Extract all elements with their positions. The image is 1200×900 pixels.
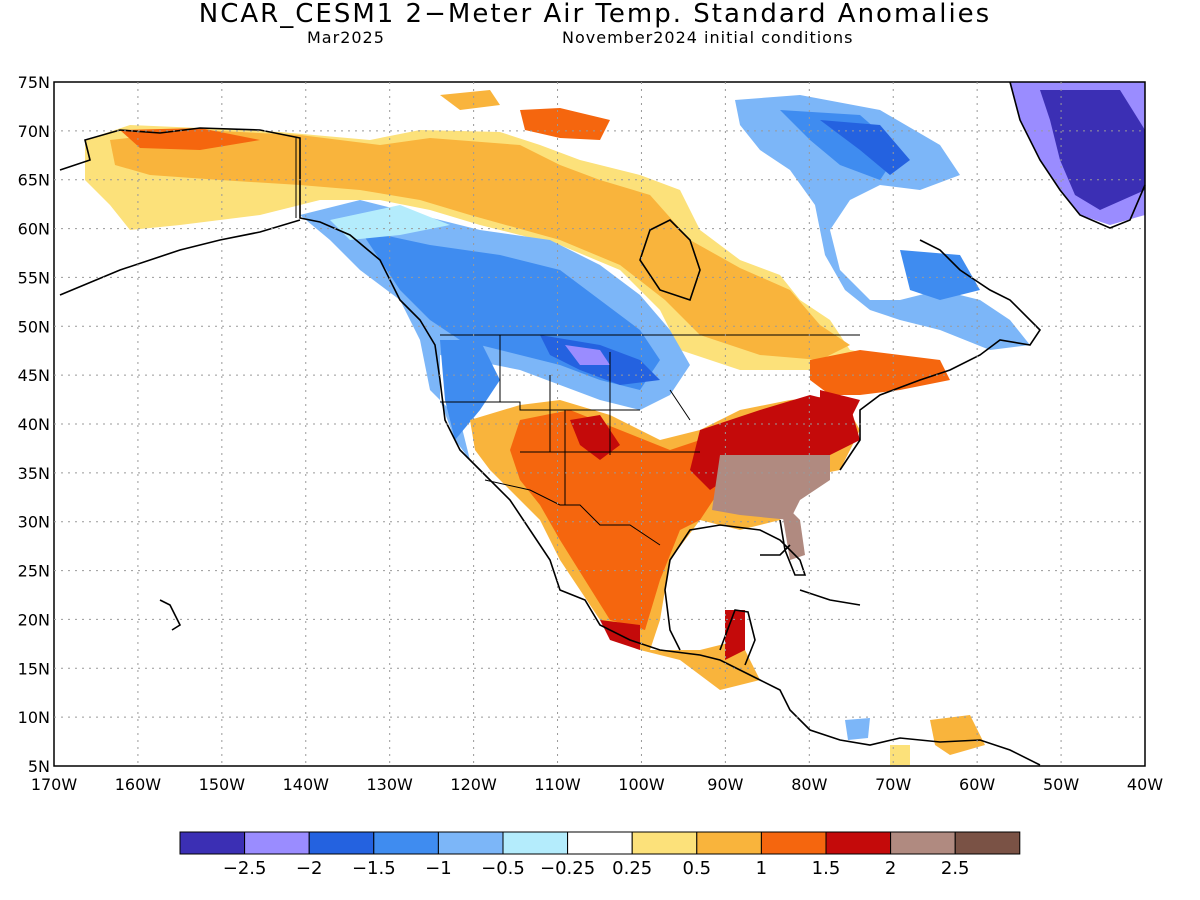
lat-label: 40N [18, 415, 50, 434]
legend-swatch [567, 831, 633, 855]
lat-label: 55N [18, 268, 50, 287]
lat-label: 50N [18, 317, 50, 336]
legend-swatch [760, 831, 827, 855]
lon-label: 100W [618, 775, 665, 794]
lon-label: 110W [534, 775, 581, 794]
map-title: NCAR_CESM1 2−Meter Air Temp. Standard An… [198, 0, 992, 29]
legend-swatch [373, 831, 439, 855]
lon-label: 60W [959, 775, 995, 794]
graticule [54, 82, 1145, 766]
lat-label: 60N [18, 220, 50, 239]
legend-label: −2 [296, 858, 323, 879]
legend-label: 2.5 [941, 858, 970, 879]
legend-label: −1 [425, 858, 452, 879]
lon-label: 80W [791, 775, 827, 794]
legend-label: −0.5 [481, 858, 525, 879]
lon-label: 40W [1127, 775, 1163, 794]
lat-label: 35N [18, 464, 50, 483]
lat-label: 5N [28, 757, 50, 776]
legend-label: −0.25 [540, 858, 595, 879]
legend-label: 0.5 [682, 858, 711, 879]
lon-label: 120W [450, 775, 497, 794]
lon-label: 70W [875, 775, 911, 794]
lat-label: 10N [18, 708, 50, 727]
legend-label: 2 [885, 858, 896, 879]
lat-label: 20N [18, 610, 50, 629]
legend-swatch [825, 831, 892, 855]
lat-label: 25N [18, 562, 50, 581]
legend-swatch [437, 831, 504, 855]
lon-label: 140W [283, 775, 330, 794]
lon-label: 90W [707, 775, 743, 794]
lon-label: 130W [367, 775, 414, 794]
lat-label: 65N [18, 171, 50, 190]
legend-swatch [502, 831, 569, 855]
longitude-labels: 170W 160W 150W 140W 130W 120W 110W 100W 90W 80W 70… [31, 775, 1163, 794]
lat-label: 75N [18, 73, 50, 92]
lon-label: 170W [31, 775, 78, 794]
legend-label: −2.5 [223, 858, 267, 879]
lon-label: 160W [115, 775, 162, 794]
lon-label: 150W [199, 775, 246, 794]
legend-label: 0.25 [612, 858, 652, 879]
political-boundaries [295, 138, 860, 546]
anomaly-shading [85, 82, 1145, 765]
legend-swatch [179, 831, 246, 855]
legend-label: −1.5 [352, 858, 396, 879]
legend-label: 1 [756, 858, 767, 879]
valid-month-label: Mar2025 [307, 28, 385, 47]
lat-label: 70N [18, 122, 50, 141]
legend-label: 1.5 [812, 858, 841, 879]
legend-swatch [631, 831, 698, 855]
lat-label: 15N [18, 659, 50, 678]
legend-swatch [696, 831, 762, 855]
init-conditions-label: November2024 initial conditions [562, 28, 854, 47]
legend-swatch [244, 831, 310, 855]
color-legend: −2.5 −2 −1.5 −1 −0.5 −0.25 0.25 0.5 1 1.5 2 2.5 [179, 831, 1021, 879]
lat-label: 30N [18, 513, 50, 532]
legend-swatch [308, 831, 375, 855]
lon-label: 50W [1043, 775, 1079, 794]
legend-swatch [890, 831, 956, 855]
coastlines [59, 81, 1146, 766]
latitude-labels: 75N 70N 65N 60N 55N 50N 45N 40N 35N 30N 25N 20N 15N 1… [18, 73, 50, 776]
lat-label: 45N [18, 366, 50, 385]
legend-swatch [954, 831, 1021, 855]
